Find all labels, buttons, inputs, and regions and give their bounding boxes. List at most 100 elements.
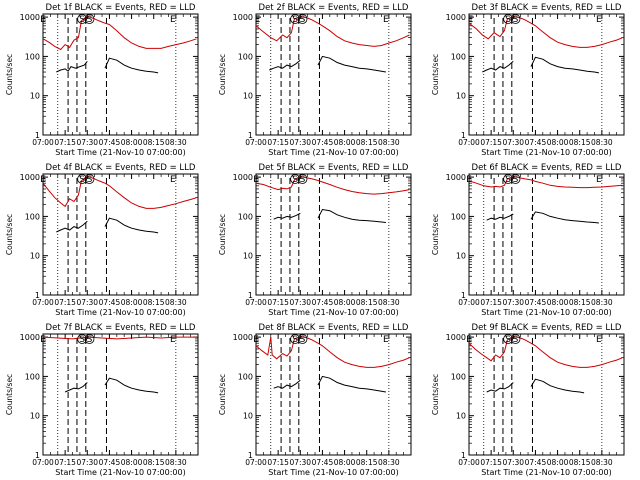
y-tick-label: 1 — [248, 131, 253, 140]
x-tick-label: 07:00 — [458, 298, 480, 307]
event-marker-label: E — [253, 335, 259, 345]
series-line-lld — [255, 16, 410, 47]
panel-title: Det 6f BLACK = Events, RED = LLD — [472, 163, 622, 173]
saa-marker-circle — [84, 334, 95, 344]
x-tick-label: 08:00 — [334, 298, 356, 307]
detector-panel: Det 5f BLACK = Events, RED = LLD 1 10 100 10… — [218, 163, 412, 317]
x-tick-label: 07:15 — [54, 458, 76, 467]
x-tick-label: 07:30 — [502, 298, 524, 307]
event-marker-label: E — [170, 15, 176, 25]
x-tick-label: 08:15 — [143, 138, 165, 147]
event-marker-label: S — [505, 15, 511, 25]
y-tick-label: 1000 — [233, 173, 253, 182]
plot-frame — [468, 13, 625, 136]
x-tick-label: 07:30 — [76, 458, 98, 467]
saa-marker-circle — [290, 174, 301, 184]
event-marker-label: E — [596, 335, 602, 345]
saa-marker-circle — [297, 334, 308, 344]
x-tick-label: 08:30 — [165, 138, 187, 147]
y-tick-label: 10 — [456, 252, 466, 261]
x-tick-label: 08:30 — [378, 298, 400, 307]
y-axis-label: Counts/sec — [431, 214, 440, 255]
x-axis-label: Start Time (21-Nov-10 07:00:00) — [481, 148, 611, 157]
saa-marker-circle — [297, 14, 308, 24]
x-tick-label: 07:15 — [54, 138, 76, 147]
y-axis-label: Counts/sec — [5, 214, 14, 255]
x-tick-label: 07:15 — [267, 138, 289, 147]
y-tick-label: 100 — [451, 372, 466, 381]
x-tick-label: 08:00 — [547, 138, 569, 147]
x-tick-label: 08:15 — [569, 298, 591, 307]
y-tick-label: 100 — [238, 52, 253, 61]
event-marker-label: E — [383, 335, 389, 345]
y-tick-label: 1000 — [233, 333, 253, 342]
x-tick-label: 07:45 — [99, 458, 121, 467]
series-line-lld — [468, 16, 623, 48]
y-tick-label: 1000 — [233, 13, 253, 22]
event-marker-label: E — [466, 175, 472, 185]
event-marker-label: S — [513, 15, 519, 25]
y-tick-label: 1 — [35, 131, 40, 140]
x-tick-label: 08:00 — [547, 458, 569, 467]
y-axis-label: Counts/sec — [5, 54, 14, 95]
saa-marker-circle — [510, 334, 521, 344]
y-tick-label: 1000 — [20, 173, 40, 182]
y-tick-label: 100 — [238, 212, 253, 221]
event-marker-label: S — [292, 335, 298, 345]
event-marker-label: S — [292, 175, 298, 185]
plot-frame — [255, 13, 412, 136]
panel-title: Det 3f BLACK = Events, RED = LLD — [472, 3, 622, 13]
plot-frame — [468, 173, 625, 296]
panel-title: Det 5f BLACK = Events, RED = LLD — [259, 163, 409, 173]
saa-marker-circle — [84, 14, 95, 24]
x-axis-label: Start Time (21-Nov-10 07:00:00) — [481, 468, 611, 477]
x-tick-label: 08:30 — [378, 138, 400, 147]
x-tick-label: 07:45 — [312, 458, 334, 467]
x-tick-label: 08:00 — [121, 458, 143, 467]
series-line-lld — [42, 16, 197, 51]
x-tick-label: 08:30 — [378, 458, 400, 467]
event-marker-label: E — [40, 335, 46, 345]
y-tick-label: 100 — [25, 372, 40, 381]
event-marker-label: S — [87, 335, 93, 345]
saa-marker-circle — [503, 174, 514, 184]
y-tick-label: 10 — [243, 252, 253, 261]
y-tick-label: 100 — [25, 212, 40, 221]
saa-marker-circle — [503, 14, 514, 24]
x-tick-label: 08:15 — [356, 298, 378, 307]
x-tick-label: 07:00 — [458, 138, 480, 147]
panel-title: Det 7f BLACK = Events, RED = LLD — [46, 323, 196, 333]
x-tick-label: 08:00 — [334, 458, 356, 467]
y-tick-label: 1 — [461, 131, 466, 140]
y-tick-label: 1000 — [446, 333, 466, 342]
series-line-events — [56, 57, 159, 74]
panel-title: Det 8f BLACK = Events, RED = LLD — [259, 323, 409, 333]
x-tick-label: 07:15 — [54, 298, 76, 307]
y-tick-label: 10 — [243, 92, 253, 101]
x-tick-label: 08:00 — [121, 298, 143, 307]
event-marker-label: S — [300, 335, 306, 345]
y-tick-label: 100 — [451, 212, 466, 221]
event-marker-label: S — [505, 335, 511, 345]
x-tick-label: 07:30 — [289, 458, 311, 467]
series-line-events — [273, 208, 386, 223]
x-tick-label: 07:00 — [32, 458, 54, 467]
plot-frame — [42, 173, 199, 296]
y-tick-label: 1 — [248, 451, 253, 460]
y-tick-label: 1000 — [20, 333, 40, 342]
y-tick-label: 10 — [30, 92, 40, 101]
y-tick-label: 10 — [30, 252, 40, 261]
y-tick-label: 1 — [35, 291, 40, 300]
x-tick-label: 07:00 — [32, 298, 54, 307]
x-tick-label: 07:15 — [480, 458, 502, 467]
saa-marker-circle — [84, 174, 95, 184]
event-marker-label: E — [253, 175, 259, 185]
event-marker-label: E — [596, 175, 602, 185]
panel-title: Det 2f BLACK = Events, RED = LLD — [259, 3, 409, 13]
x-tick-label: 08:00 — [121, 138, 143, 147]
series-line-events — [273, 375, 386, 393]
y-tick-label: 100 — [25, 52, 40, 61]
event-marker-label: E — [170, 335, 176, 345]
event-marker-label: E — [383, 15, 389, 25]
